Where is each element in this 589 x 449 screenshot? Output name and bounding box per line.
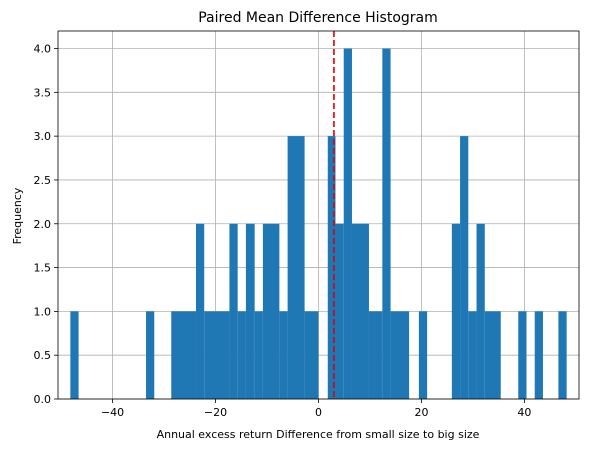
histogram-bar — [335, 223, 344, 399]
y-tick-label: 2.0 — [34, 218, 52, 231]
histogram-bar — [418, 311, 428, 399]
histogram-bar — [171, 311, 196, 399]
y-axis-label: Frequency — [11, 187, 24, 244]
histogram-bar — [70, 311, 79, 399]
y-axis-ticks: 0.0 0.5 1.0 1.5 2.0 2.5 3.0 3.5 4.0 — [34, 43, 58, 406]
histogram-bar — [484, 311, 501, 399]
histogram-bar — [327, 136, 336, 399]
histogram-bar — [476, 223, 485, 399]
histogram-bar — [279, 311, 288, 399]
histogram-bar — [390, 311, 410, 399]
y-tick-label: 2.5 — [34, 174, 52, 187]
y-tick-label: 4.0 — [34, 43, 52, 56]
y-tick-label: 1.0 — [34, 305, 52, 318]
bars — [70, 48, 567, 400]
histogram-bar — [518, 311, 527, 399]
y-tick-label: 3.0 — [34, 130, 52, 143]
histogram-bar — [245, 223, 255, 399]
histogram-bar — [451, 223, 461, 399]
y-tick-label: 0.5 — [34, 349, 52, 362]
x-axis-ticks: −40 −20 0 20 40 — [101, 399, 531, 419]
histogram-bar — [558, 311, 567, 399]
histogram-bar — [382, 48, 391, 400]
histogram-bar — [343, 48, 352, 400]
x-tick-label: −40 — [101, 406, 124, 419]
histogram-bar — [468, 311, 477, 399]
histogram-bar — [304, 311, 319, 399]
histogram-bar — [262, 223, 280, 399]
x-tick-label: −20 — [204, 406, 227, 419]
x-tick-label: 0 — [315, 406, 322, 419]
histogram-bar — [287, 136, 305, 399]
y-tick-label: 0.0 — [34, 393, 52, 406]
histogram-bar — [229, 223, 238, 399]
x-tick-label: 40 — [517, 406, 531, 419]
histogram-bar — [254, 311, 263, 399]
histogram-bar — [195, 223, 205, 399]
histogram-bar — [146, 311, 155, 399]
histogram-bar — [204, 311, 230, 399]
histogram-bar — [534, 311, 543, 399]
chart-title: Paired Mean Difference Histogram — [198, 10, 438, 26]
histogram-bar — [460, 136, 469, 399]
y-tick-label: 1.5 — [34, 262, 52, 275]
histogram-bar — [351, 223, 369, 399]
y-tick-label: 3.5 — [34, 86, 52, 99]
x-axis-label: Annual excess return Difference from sma… — [157, 428, 480, 441]
x-tick-label: 20 — [414, 406, 428, 419]
histogram-bar — [368, 311, 383, 399]
histogram-bar — [237, 311, 246, 399]
